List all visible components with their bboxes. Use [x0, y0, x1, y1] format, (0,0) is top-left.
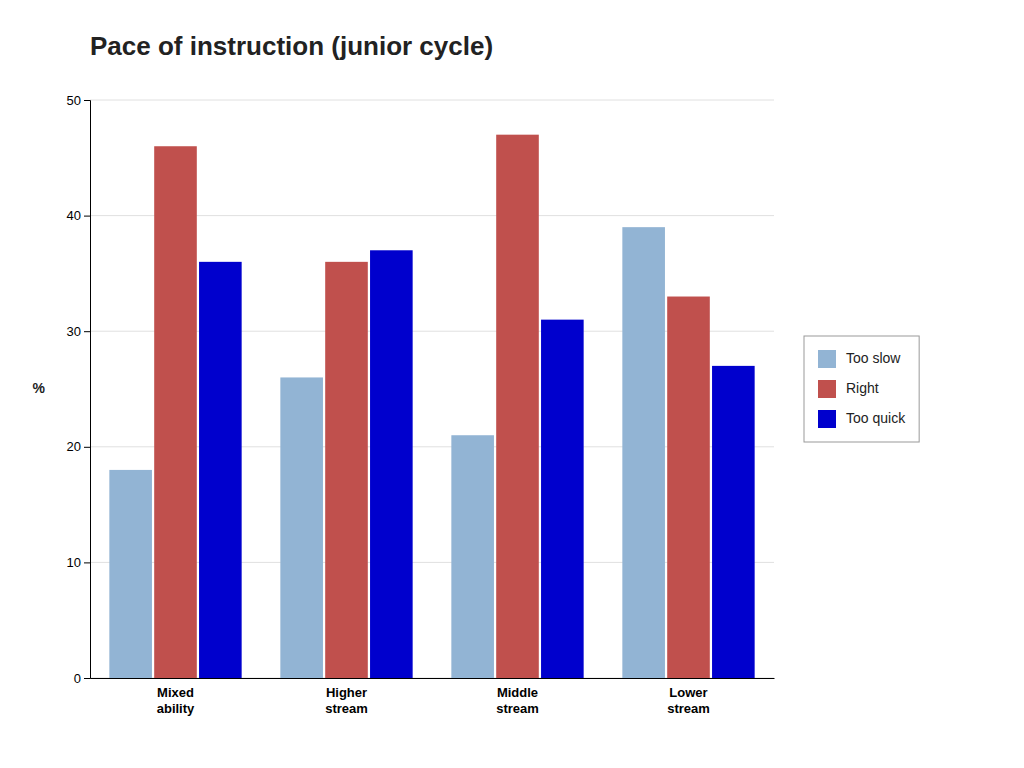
- x-tick-label-line: Mixed: [157, 685, 194, 700]
- y-tick: 0: [74, 671, 90, 686]
- bar: [622, 227, 665, 678]
- x-tick-label-line: ability: [157, 701, 195, 716]
- bar: [109, 470, 152, 678]
- x-tick: Lowerstream: [667, 685, 710, 716]
- legend-swatch: [818, 410, 836, 428]
- x-tick-label: Higherstream: [325, 685, 368, 716]
- y-axis-title: %: [33, 380, 46, 396]
- y-tick-mark: [84, 331, 90, 332]
- y-tick-label: 10: [67, 555, 81, 570]
- y-tick-label: 0: [74, 671, 81, 686]
- legend-swatch: [818, 350, 836, 368]
- legend: Too slow Right Too quick: [804, 336, 919, 442]
- legend-label: Too slow: [846, 350, 901, 366]
- y-tick: 20: [67, 439, 90, 454]
- legend-item: Too quick: [818, 410, 906, 428]
- bar: [451, 435, 494, 678]
- y-tick-mark: [84, 678, 90, 679]
- bar: [199, 262, 242, 678]
- y-axis-line: [84, 101, 91, 679]
- x-tick: Higherstream: [325, 685, 368, 716]
- plot: 01020304050MixedabilityHigherstreamMiddl…: [33, 93, 775, 716]
- legend-item: Right: [818, 380, 879, 398]
- title: Pace of instruction (junior cycle): [90, 31, 493, 61]
- bar: [712, 366, 755, 678]
- legend-swatch: [818, 380, 836, 398]
- y-axis: 0 10 20 30 40 50: [67, 93, 91, 686]
- y-tick-mark: [84, 447, 90, 448]
- x-tick: Mixedability: [157, 685, 195, 716]
- y-tick: 40: [67, 208, 90, 223]
- x-tick-label-line: Lower: [669, 685, 707, 700]
- legend-label: Too quick: [846, 410, 906, 426]
- bar: [325, 262, 368, 678]
- x-tick-label-line: Higher: [326, 685, 367, 700]
- y-tick-label: 20: [67, 439, 81, 454]
- y-tick-label: 50: [67, 93, 81, 108]
- grid-line: [90, 100, 774, 101]
- x-tick-label-line: stream: [667, 701, 710, 716]
- chart: 01020304050MixedabilityHigherstreamMiddl…: [0, 0, 1024, 768]
- y-tick-mark: [84, 100, 90, 101]
- x-axis-line: [91, 678, 775, 679]
- bar-series: [199, 250, 755, 678]
- legend-frame: [804, 336, 919, 442]
- x-axis: MixedabilityHigherstreamMiddlestreamLowe…: [91, 679, 775, 716]
- bar: [370, 250, 413, 678]
- bar: [496, 135, 539, 678]
- y-tick-label: 40: [67, 208, 81, 223]
- y-tick: 50: [67, 93, 90, 108]
- bar: [154, 146, 197, 678]
- y-tick-mark: [84, 216, 90, 217]
- x-tick-label: Mixedability: [157, 685, 195, 716]
- y-tick: 30: [67, 324, 90, 339]
- bars: [109, 135, 754, 678]
- legend-item: Too slow: [818, 350, 901, 368]
- bar: [541, 320, 584, 678]
- x-tick: Middlestream: [496, 685, 539, 716]
- bar: [667, 297, 710, 678]
- x-tick-label: Lowerstream: [667, 685, 710, 716]
- x-tick-label-line: stream: [325, 701, 368, 716]
- y-tick: 10: [67, 555, 90, 570]
- x-tick-label-line: Middle: [497, 685, 538, 700]
- x-tick-label: Middlestream: [496, 685, 539, 716]
- bar: [280, 377, 323, 678]
- y-tick-mark: [84, 562, 90, 563]
- grid: [90, 100, 774, 678]
- x-tick-label-line: stream: [496, 701, 539, 716]
- bar-series: [154, 135, 710, 678]
- legend-label: Right: [846, 380, 879, 396]
- y-tick-label: 30: [67, 324, 81, 339]
